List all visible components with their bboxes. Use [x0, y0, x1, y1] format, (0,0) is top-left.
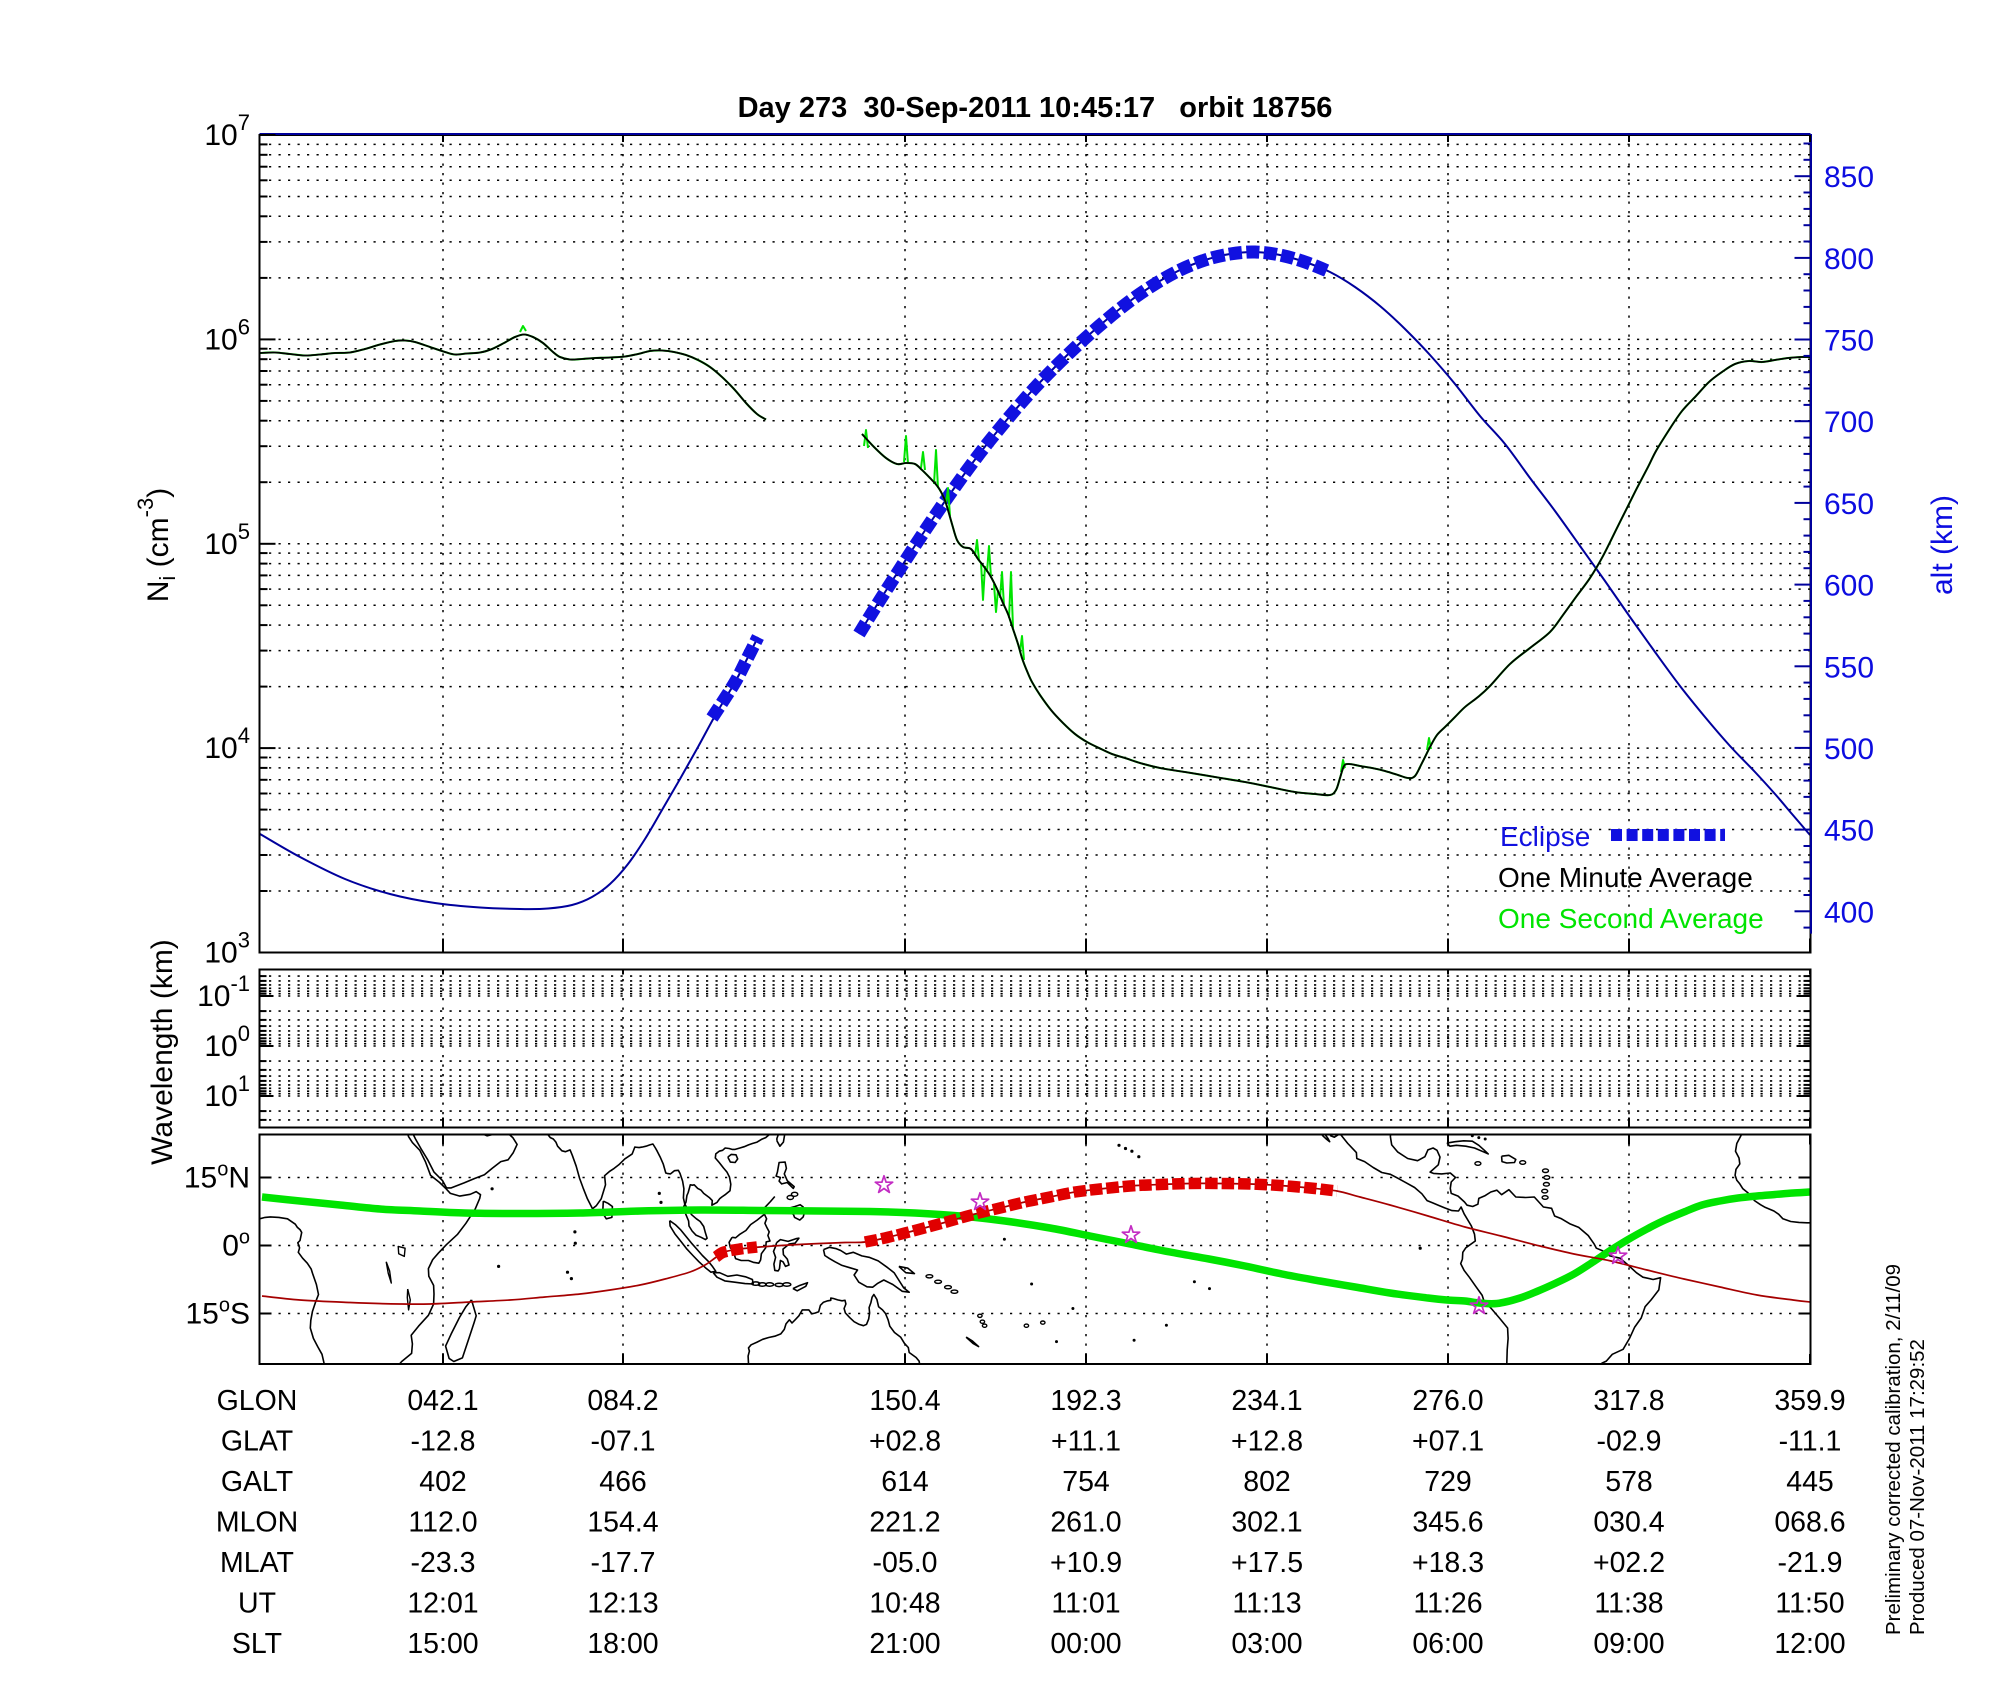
- svg-text:600: 600: [1824, 570, 1874, 603]
- svg-text:+02.8: +02.8: [869, 1426, 941, 1458]
- svg-text:UT: UT: [238, 1588, 276, 1620]
- svg-text:729: 729: [1424, 1466, 1472, 1498]
- svg-text:112.0: 112.0: [408, 1507, 477, 1539]
- svg-text:650: 650: [1824, 488, 1874, 521]
- svg-text:GLON: GLON: [217, 1385, 298, 1417]
- svg-text:+02.2: +02.2: [1593, 1547, 1665, 1579]
- svg-text:GLAT: GLAT: [221, 1426, 293, 1458]
- svg-text:-21.9: -21.9: [1778, 1547, 1843, 1579]
- svg-text:SLT: SLT: [232, 1628, 282, 1660]
- svg-text:-12.8: -12.8: [411, 1426, 476, 1458]
- svg-text:700: 700: [1824, 406, 1874, 439]
- svg-text:192.3: 192.3: [1050, 1385, 1121, 1417]
- svg-text:402: 402: [419, 1466, 467, 1498]
- svg-text:alt (km): alt (km): [1926, 495, 1959, 595]
- svg-text:614: 614: [881, 1466, 929, 1498]
- svg-text:12:13: 12:13: [587, 1588, 658, 1620]
- svg-text:068.6: 068.6: [1774, 1507, 1845, 1539]
- svg-text:084.2: 084.2: [587, 1385, 658, 1417]
- svg-text:754: 754: [1062, 1466, 1110, 1498]
- svg-text:09:00: 09:00: [1593, 1628, 1664, 1660]
- svg-text:750: 750: [1824, 325, 1874, 358]
- svg-text:150.4: 150.4: [869, 1385, 940, 1417]
- svg-text:One Minute Average: One Minute Average: [1498, 862, 1753, 893]
- svg-text:15oS: 15oS: [185, 1295, 250, 1331]
- svg-text:+07.1: +07.1: [1412, 1426, 1484, 1458]
- svg-text:-23.3: -23.3: [411, 1547, 476, 1579]
- svg-text:15:00: 15:00: [407, 1628, 478, 1660]
- svg-text:18:00: 18:00: [587, 1628, 658, 1660]
- svg-text:11:13: 11:13: [1232, 1588, 1301, 1620]
- svg-text:10:48: 10:48: [869, 1588, 940, 1620]
- svg-text:11:01: 11:01: [1051, 1588, 1120, 1620]
- svg-text:11:50: 11:50: [1775, 1588, 1844, 1620]
- svg-text:800: 800: [1824, 243, 1874, 276]
- svg-text:21:00: 21:00: [869, 1628, 940, 1660]
- svg-text:+10.9: +10.9: [1050, 1547, 1122, 1579]
- svg-text:-02.9: -02.9: [1597, 1426, 1662, 1458]
- svg-text:11:38: 11:38: [1594, 1588, 1663, 1620]
- svg-text:+18.3: +18.3: [1412, 1547, 1484, 1579]
- svg-text:One Second Average: One Second Average: [1498, 903, 1764, 934]
- svg-text:234.1: 234.1: [1231, 1385, 1302, 1417]
- svg-text:466: 466: [599, 1466, 647, 1498]
- svg-text:06:00: 06:00: [1412, 1628, 1483, 1660]
- svg-text:+11.1: +11.1: [1051, 1426, 1121, 1458]
- svg-text:MLON: MLON: [216, 1507, 298, 1539]
- svg-text:12:00: 12:00: [1774, 1628, 1845, 1660]
- svg-text:+12.8: +12.8: [1231, 1426, 1303, 1458]
- svg-text:276.0: 276.0: [1412, 1385, 1483, 1417]
- svg-text:030.4: 030.4: [1593, 1507, 1664, 1539]
- svg-text:450: 450: [1824, 815, 1874, 848]
- svg-text:-11.1: -11.1: [1779, 1426, 1842, 1458]
- svg-text:Produced 07-Nov-2011 17:29:52: Produced 07-Nov-2011 17:29:52: [1906, 1339, 1929, 1635]
- svg-text:221.2: 221.2: [869, 1507, 940, 1539]
- svg-text:578: 578: [1605, 1466, 1653, 1498]
- svg-text:850: 850: [1824, 161, 1874, 194]
- svg-text:MLAT: MLAT: [220, 1547, 294, 1579]
- svg-text:550: 550: [1824, 651, 1874, 684]
- svg-text:261.0: 261.0: [1050, 1507, 1121, 1539]
- svg-text:Day 273 30-Sep-2011 10:45:17: Day 273 30-Sep-2011 10:45:17 orbit 18756: [738, 92, 1333, 124]
- svg-text:11:26: 11:26: [1413, 1588, 1482, 1620]
- svg-text:03:00: 03:00: [1231, 1628, 1302, 1660]
- svg-text:15oN: 15oN: [184, 1159, 250, 1195]
- svg-text:317.8: 317.8: [1593, 1385, 1664, 1417]
- svg-text:Preliminary corrected calibrat: Preliminary corrected calibration, 2/11/…: [1882, 1264, 1905, 1635]
- svg-text:345.6: 345.6: [1412, 1507, 1483, 1539]
- svg-text:802: 802: [1243, 1466, 1291, 1498]
- svg-text:GALT: GALT: [221, 1466, 293, 1498]
- svg-text:042.1: 042.1: [407, 1385, 478, 1417]
- svg-text:359.9: 359.9: [1774, 1385, 1845, 1417]
- svg-text:-05.0: -05.0: [873, 1547, 938, 1579]
- svg-text:154.4: 154.4: [587, 1507, 658, 1539]
- svg-text:12:01: 12:01: [407, 1588, 478, 1620]
- svg-text:00:00: 00:00: [1050, 1628, 1121, 1660]
- svg-text:500: 500: [1824, 733, 1874, 766]
- svg-text:445: 445: [1786, 1466, 1834, 1498]
- svg-text:Wavelength (km): Wavelength (km): [146, 939, 179, 1165]
- svg-text:+17.5: +17.5: [1231, 1547, 1303, 1579]
- svg-text:-17.7: -17.7: [591, 1547, 656, 1579]
- svg-text:400: 400: [1824, 896, 1874, 929]
- svg-text:Eclipse: Eclipse: [1500, 821, 1590, 852]
- svg-text:302.1: 302.1: [1231, 1507, 1302, 1539]
- svg-text:-07.1: -07.1: [591, 1426, 656, 1458]
